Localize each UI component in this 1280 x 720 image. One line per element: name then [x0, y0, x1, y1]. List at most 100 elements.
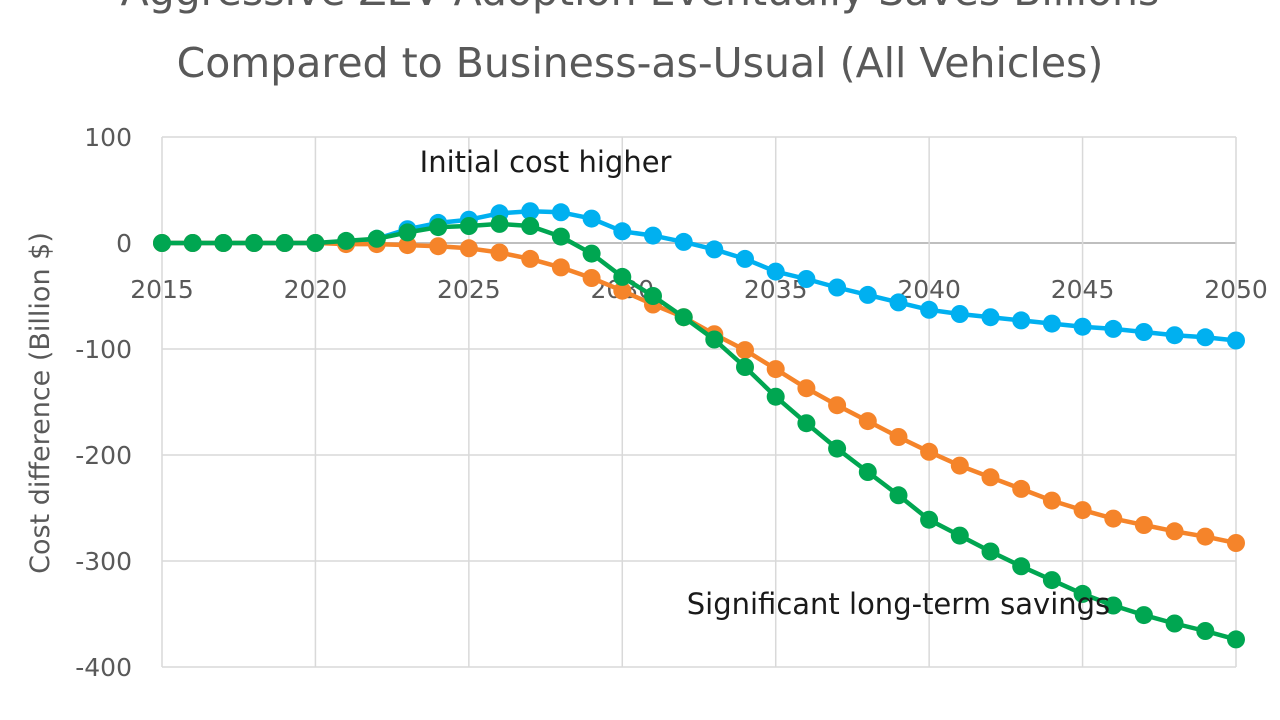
data-point: [736, 358, 754, 376]
data-point: [828, 396, 847, 415]
data-point: [306, 234, 325, 252]
data-point: [858, 285, 877, 304]
data-point: [459, 217, 478, 235]
data-point: [981, 542, 1000, 561]
data-point: [613, 281, 632, 300]
x-tick-label: 2040: [897, 275, 961, 304]
data-point: [275, 234, 294, 252]
data-point: [337, 231, 356, 250]
data-point: [1196, 328, 1215, 347]
data-point: [1042, 571, 1061, 590]
series-3: [153, 214, 1245, 649]
series-group: [153, 202, 1245, 649]
annotation-label: Initial cost higher: [420, 145, 672, 179]
data-point: [858, 412, 877, 431]
y-tick-label: -200: [75, 441, 132, 470]
data-point: [1073, 584, 1092, 603]
data-point: [736, 341, 754, 360]
data-point: [429, 237, 448, 256]
chart-title-line-1: Aggressive ZEV Adoption Eventually Saves…: [121, 0, 1160, 15]
data-point: [1073, 501, 1092, 520]
x-tick-label: 2015: [130, 275, 194, 304]
data-point: [889, 293, 908, 312]
data-point: [705, 240, 724, 259]
y-tick-label: 100: [84, 123, 132, 152]
data-point: [1012, 311, 1031, 330]
data-point: [1104, 596, 1123, 615]
data-point: [582, 269, 601, 287]
data-point: [1196, 622, 1215, 640]
data-point: [551, 203, 570, 222]
data-point: [1134, 323, 1153, 341]
y-axis-title: Cost difference (Billion $): [25, 232, 56, 574]
data-point: [398, 236, 417, 255]
data-point: [674, 308, 693, 327]
chart-title: Aggressive ZEV Adoption Eventually Saves…: [121, 0, 1160, 87]
data-point: [766, 387, 785, 406]
data-point: [1196, 527, 1215, 546]
data-point: [245, 234, 264, 252]
data-point: [644, 226, 662, 245]
data-point: [797, 270, 816, 288]
data-point: [521, 217, 540, 235]
data-point: [736, 249, 754, 268]
data-point: [429, 218, 448, 237]
data-point: [1012, 479, 1031, 498]
data-point: [1104, 319, 1123, 338]
y-tick-label: 0: [116, 229, 132, 258]
data-point: [490, 214, 509, 233]
data-point: [1134, 606, 1153, 625]
y-tick-label: -300: [75, 547, 132, 576]
x-axis-tick-labels: 20152020202520302035204020452050: [130, 275, 1268, 304]
y-tick-label: -100: [75, 335, 132, 364]
data-point: [674, 232, 693, 251]
y-tick-label: -400: [75, 653, 132, 682]
chart-title-line-2: Compared to Business-as-Usual (All Vehic…: [177, 39, 1104, 87]
data-point: [367, 229, 386, 248]
x-tick-label: 2050: [1204, 275, 1268, 304]
data-point: [459, 239, 478, 258]
data-point: [490, 243, 509, 262]
data-point: [613, 222, 632, 241]
data-point: [920, 510, 939, 529]
data-point: [920, 300, 939, 319]
data-point: [797, 379, 816, 398]
data-point: [1134, 516, 1153, 534]
data-point: [797, 414, 816, 433]
annotation-label: Significant long-term savings: [687, 587, 1110, 621]
gridlines: [161, 136, 1237, 668]
data-point: [644, 287, 662, 305]
data-point: [920, 442, 939, 461]
data-point: [1227, 534, 1245, 552]
data-point: [1227, 331, 1245, 350]
data-point: [889, 428, 908, 446]
y-axis-tick-labels: 100 0 -100 -200 -300 -400: [75, 123, 132, 682]
data-point: [153, 234, 171, 252]
data-point: [828, 278, 847, 297]
data-point: [1012, 557, 1031, 576]
data-point: [950, 456, 969, 475]
data-point: [582, 209, 601, 228]
x-tick-label: 2020: [284, 275, 348, 304]
x-tick-label: 2025: [437, 275, 501, 304]
data-point: [858, 463, 877, 481]
data-point: [1104, 509, 1123, 528]
data-point: [1165, 614, 1184, 633]
data-point: [828, 439, 847, 458]
annotations: Initial cost higher Significant long-term…: [420, 145, 1111, 621]
data-point: [889, 486, 908, 505]
data-point: [1227, 630, 1245, 649]
data-point: [613, 267, 632, 286]
data-point: [521, 249, 540, 268]
data-point: [582, 244, 601, 263]
data-point: [766, 262, 785, 281]
data-point: [766, 360, 785, 379]
data-point: [950, 526, 969, 545]
data-point: [705, 330, 724, 349]
data-point: [1042, 314, 1061, 333]
data-point: [551, 258, 570, 277]
data-point: [950, 305, 969, 323]
data-point: [981, 468, 1000, 487]
x-tick-label: 2045: [1051, 275, 1115, 304]
